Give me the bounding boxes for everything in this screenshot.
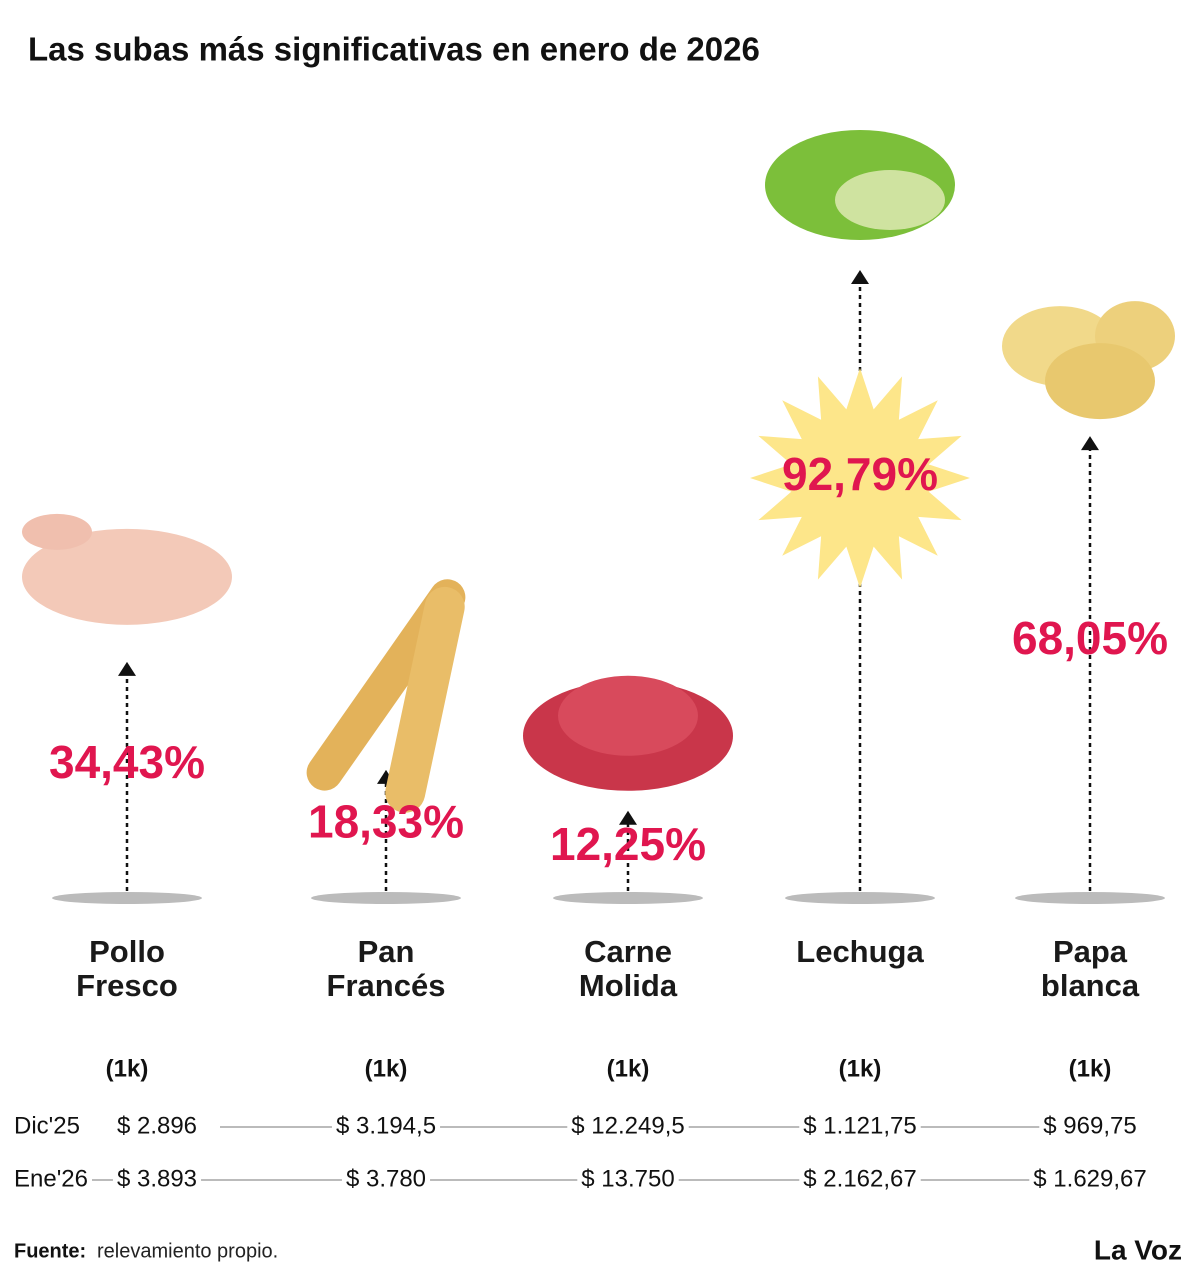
price: $ 1.121,75 xyxy=(803,1112,916,1139)
arrow-head xyxy=(1081,436,1099,451)
food-image xyxy=(306,579,466,813)
food-image xyxy=(523,675,733,791)
unit-label: (1k) xyxy=(1069,1055,1112,1082)
price-bg xyxy=(112,1112,202,1140)
food-image xyxy=(835,170,945,230)
shadow xyxy=(785,892,935,904)
price: $ 1.629,67 xyxy=(1033,1165,1146,1192)
food-image xyxy=(22,513,92,550)
value-label: 18,33% xyxy=(308,795,464,847)
unit-label: (1k) xyxy=(365,1055,408,1082)
shadow xyxy=(311,892,461,904)
price-bg xyxy=(1029,1165,1151,1193)
shadow xyxy=(553,892,703,904)
unit-label: (1k) xyxy=(106,1055,149,1082)
category-label: Carne Molida xyxy=(578,934,678,1003)
brand: La Voz xyxy=(1094,1234,1182,1265)
row-label: Dic'25 xyxy=(14,1112,80,1139)
value-label: 34,43% xyxy=(49,736,205,788)
price-bg xyxy=(799,1112,921,1140)
unit-label: (1k) xyxy=(839,1055,882,1082)
arrow-head xyxy=(619,810,637,825)
value-label: 12,25% xyxy=(550,818,706,870)
food-image xyxy=(765,130,955,240)
price: $ 2.896 xyxy=(117,1112,197,1139)
category-label: Papa blanca xyxy=(1040,934,1140,1003)
value-label: 92,79% xyxy=(782,448,938,500)
price-bg xyxy=(799,1165,921,1193)
price: $ 12.249,5 xyxy=(571,1112,684,1139)
source-label: Fuente: xyxy=(14,1240,86,1262)
food-image xyxy=(22,513,232,625)
price: $ 13.750 xyxy=(581,1165,674,1192)
unit-label: (1k) xyxy=(607,1055,650,1082)
price-bg xyxy=(341,1165,431,1193)
price: $ 969,75 xyxy=(1043,1112,1136,1139)
price-bg xyxy=(112,1165,202,1193)
row-label: Ene'26 xyxy=(14,1165,88,1192)
price: $ 3.893 xyxy=(117,1165,197,1192)
category-label: Pollo Fresco xyxy=(76,934,178,1003)
food-image xyxy=(558,675,698,756)
value-label: 68,05% xyxy=(1012,612,1168,664)
price-bg xyxy=(331,1112,441,1140)
price: $ 3.194,5 xyxy=(336,1112,436,1139)
food-image xyxy=(385,586,465,813)
category-label: Pan Francés xyxy=(326,934,446,1003)
price-bg xyxy=(1039,1112,1141,1140)
shadow xyxy=(1015,892,1165,904)
shadow xyxy=(52,892,202,904)
food-image xyxy=(1002,301,1175,420)
chart-title: Las subas más significativas en enero de… xyxy=(28,31,760,68)
price-bg xyxy=(567,1112,689,1140)
arrow-head xyxy=(118,661,136,676)
food-image xyxy=(22,528,232,625)
category-label: Lechuga xyxy=(796,934,924,969)
price-bg xyxy=(577,1165,679,1193)
food-image xyxy=(1045,343,1155,420)
price: $ 3.780 xyxy=(346,1165,426,1192)
arrow-head xyxy=(851,270,869,284)
starburst xyxy=(750,368,970,588)
source: relevamiento propio. xyxy=(97,1240,278,1262)
price: $ 2.162,67 xyxy=(803,1165,916,1192)
